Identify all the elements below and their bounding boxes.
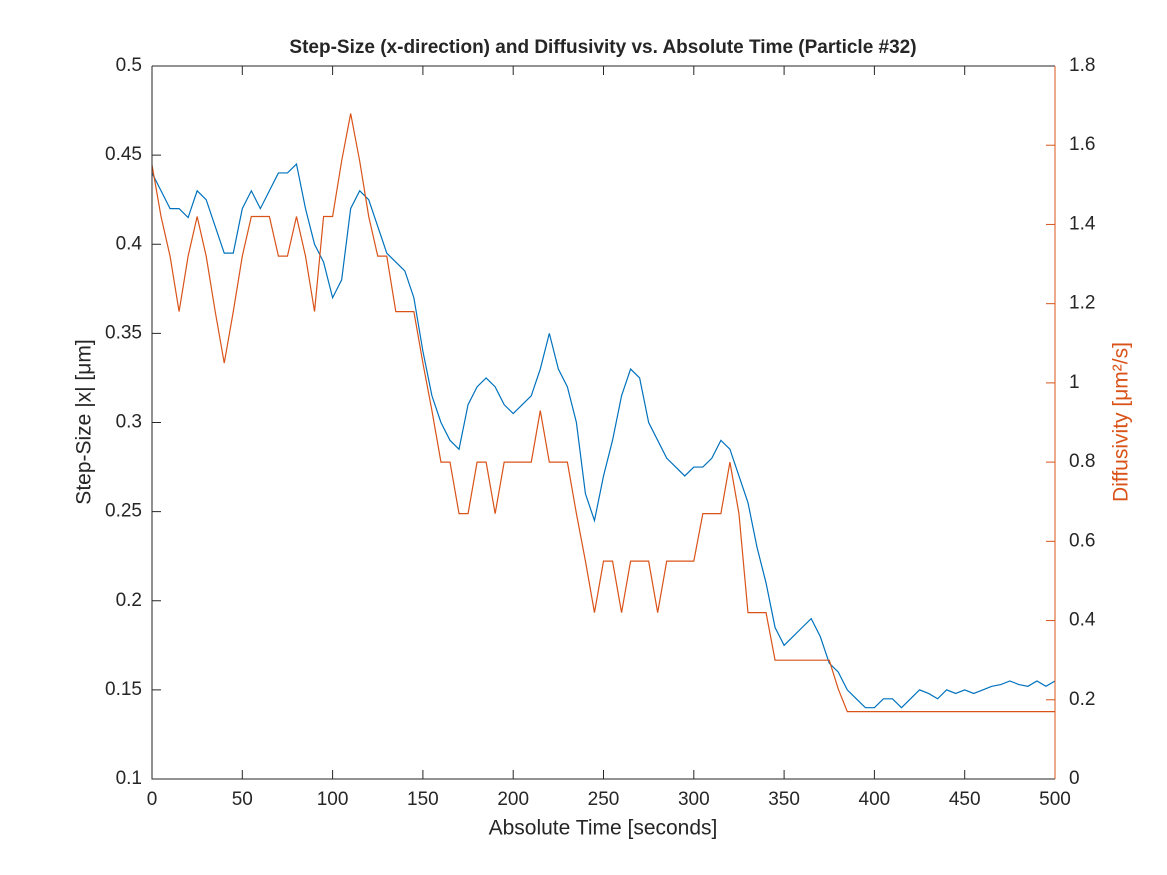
x-tick-label: 150 bbox=[407, 789, 439, 810]
y-axis-label: Step-Size |x| [μm] bbox=[73, 339, 96, 504]
x-tick-label: 350 bbox=[768, 789, 800, 810]
y2-axis-label: Diffusivity [μm²/s] bbox=[1110, 342, 1133, 502]
plot-area bbox=[152, 66, 1055, 779]
y-tick-label: 0.45 bbox=[105, 144, 142, 165]
y2-tick-label: 1 bbox=[1069, 372, 1080, 393]
y-tick-label: 0.25 bbox=[105, 501, 142, 522]
y2-tick-label: 1.8 bbox=[1069, 55, 1095, 76]
data-line bbox=[151, 162, 1056, 709]
y2-tick-label: 1.2 bbox=[1069, 293, 1095, 314]
x-tick-label: 450 bbox=[949, 789, 981, 810]
x-tick-label: 300 bbox=[678, 789, 710, 810]
y2-tick-label: 0 bbox=[1069, 768, 1080, 789]
y2-tick-label: 1.6 bbox=[1069, 134, 1095, 155]
y-tick-label: 0.5 bbox=[116, 55, 142, 76]
x-tick-label: 500 bbox=[1039, 789, 1071, 810]
axes-box bbox=[151, 65, 1055, 780]
x-tick-label: 0 bbox=[147, 789, 158, 810]
x-axis-label: Absolute Time [seconds] bbox=[489, 817, 718, 840]
y-tick-label: 0.2 bbox=[116, 590, 142, 611]
y-tick-label: 0.1 bbox=[116, 768, 142, 789]
y-tick-label: 0.4 bbox=[116, 233, 143, 254]
y-tick-label: 0.35 bbox=[105, 322, 142, 343]
data-line bbox=[151, 113, 1055, 713]
y2-tick-label: 0.8 bbox=[1069, 451, 1095, 472]
y2-tick-label: 0.4 bbox=[1069, 610, 1096, 631]
x-tick-label: 100 bbox=[317, 789, 349, 810]
y2-tick-label: 1.4 bbox=[1069, 213, 1096, 234]
y-tick-label: 0.15 bbox=[105, 679, 142, 700]
x-tick-label: 250 bbox=[588, 789, 620, 810]
y2-tick-label: 0.6 bbox=[1069, 530, 1095, 551]
x-tick-label: 200 bbox=[497, 789, 529, 810]
chart-title: Step-Size (x-direction) and Diffusivity … bbox=[289, 37, 916, 58]
y-tick-label: 0.3 bbox=[116, 412, 142, 433]
x-tick-label: 50 bbox=[232, 789, 253, 810]
x-tick-label: 400 bbox=[859, 789, 891, 810]
y2-tick-label: 0.2 bbox=[1069, 689, 1095, 710]
